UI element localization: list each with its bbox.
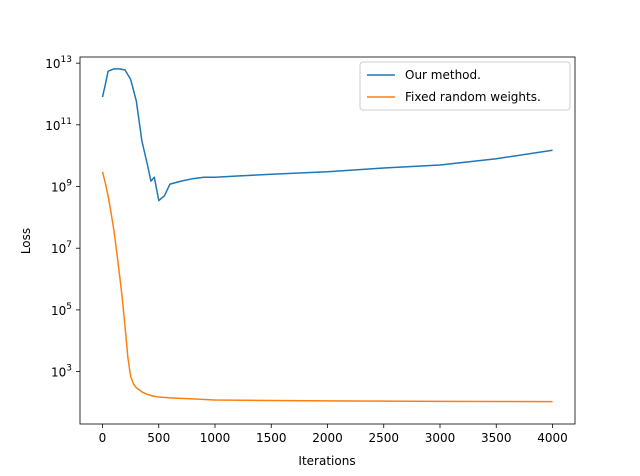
y-tick-label: 1011 — [45, 117, 72, 133]
series-line-fixed-random-weights — [101, 171, 553, 403]
legend: Our method. Fixed random weights. — [359, 61, 571, 111]
x-tick-label: 3000 — [425, 431, 456, 445]
y-axis-label: Loss — [19, 228, 33, 254]
x-tick-label: 0 — [99, 431, 107, 445]
x-axis-label: Iterations — [298, 454, 355, 468]
series-line-our-method — [101, 68, 553, 202]
legend-box — [359, 61, 571, 111]
y-tick-label: 103 — [51, 364, 72, 380]
x-tick-label: 4000 — [537, 431, 568, 445]
legend-label-our-method: Our method. — [405, 68, 481, 82]
y-tick-label: 109 — [51, 179, 72, 195]
y-axis-ticks: 103 105 107 109 1011 1013 — [45, 55, 80, 380]
y-tick-label: 107 — [51, 240, 72, 256]
x-tick-label: 3500 — [481, 431, 512, 445]
x-tick-label: 1500 — [256, 431, 287, 445]
x-axis-ticks: 0 500 1000 1500 2000 2500 3000 3500 4000 — [99, 424, 568, 445]
x-tick-label: 2500 — [368, 431, 399, 445]
series-layer — [101, 68, 553, 403]
x-tick-label: 500 — [147, 431, 170, 445]
y-tick-label: 105 — [51, 302, 72, 318]
x-tick-label: 2000 — [312, 431, 343, 445]
y-tick-label: 1013 — [45, 55, 72, 71]
legend-label-fixed-random-weights: Fixed random weights. — [405, 90, 541, 104]
x-tick-label: 1000 — [200, 431, 231, 445]
